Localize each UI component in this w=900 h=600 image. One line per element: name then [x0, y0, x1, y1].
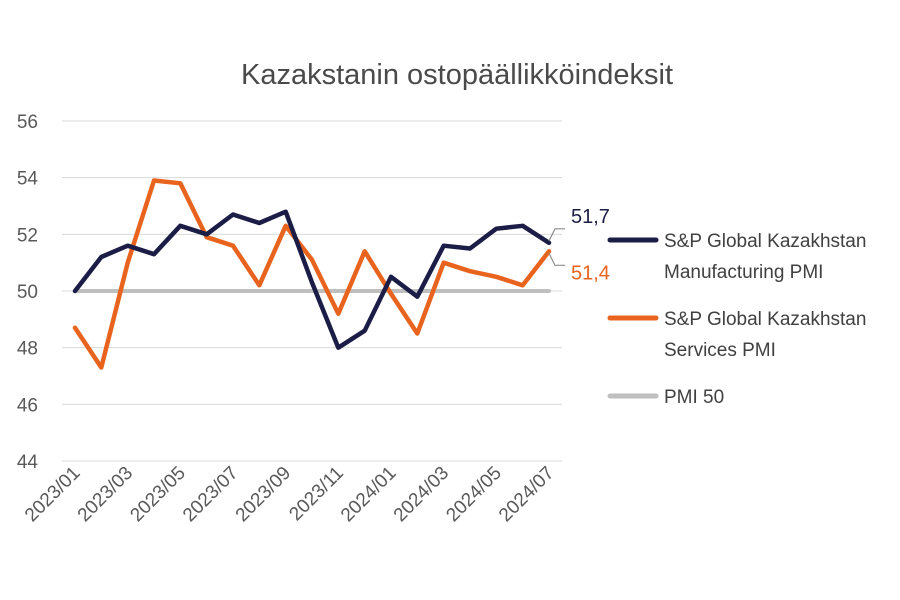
leader-line — [548, 228, 565, 242]
y-tick-label: 44 — [17, 452, 39, 473]
x-tick-label: 2024/05 — [442, 463, 505, 526]
x-tick-label: 2023/05 — [126, 463, 189, 526]
manufacturing-end-label: 51,7 — [571, 206, 610, 228]
legend-label: S&P Global Kazakhstan — [664, 231, 866, 252]
legend: S&P Global Kazakhstan Manufacturing PMI S&… — [607, 231, 866, 408]
x-tick-label: 2024/01 — [337, 463, 400, 526]
chart-title: Kazakstanin ostopäällikköindeksit — [241, 59, 673, 91]
series — [72, 178, 552, 370]
x-tick-label: 2023/07 — [179, 463, 242, 526]
y-tick-label: 54 — [17, 169, 39, 190]
y-tick-label: 56 — [17, 112, 38, 133]
y-axis-ticks: 44 46 48 50 52 54 56 — [17, 112, 39, 473]
leader-line — [548, 253, 565, 266]
y-tick-label: 52 — [17, 225, 38, 246]
x-axis-ticks: 2023/012023/032023/052023/072023/092023/… — [21, 463, 558, 526]
x-tick-label: 2023/09 — [232, 463, 295, 526]
legend-label: Services PMI — [664, 340, 776, 361]
y-tick-label: 46 — [17, 395, 38, 416]
y-tick-label: 50 — [17, 282, 38, 303]
legend-label: S&P Global Kazakhstan — [664, 309, 866, 330]
x-tick-label: 2023/03 — [74, 463, 137, 526]
legend-label: PMI 50 — [664, 387, 724, 408]
series-line-1 — [72, 178, 552, 370]
legend-label: Manufacturing PMI — [664, 262, 823, 283]
end-labels: 51,7 51,4 — [548, 206, 610, 284]
services-end-label: 51,4 — [571, 262, 610, 284]
y-tick-label: 48 — [17, 339, 38, 360]
x-tick-label: 2023/11 — [285, 463, 347, 525]
x-tick-label: 2024/07 — [495, 463, 558, 526]
series-line-0 — [72, 209, 552, 350]
x-tick-label: 2024/03 — [390, 463, 453, 526]
